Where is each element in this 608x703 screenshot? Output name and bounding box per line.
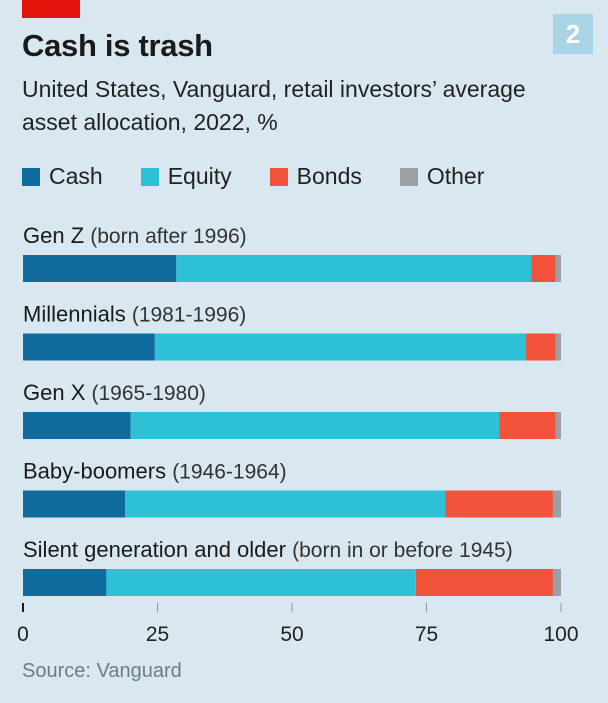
bar-segment-millennials-bonds [526,333,556,361]
bar-segment-gen-z-other [555,255,561,282]
legend-item-bonds: Bonds [269,163,362,190]
category-name-gen-x: Gen X [23,380,91,405]
source-note: Source: Vanguard [22,660,182,682]
category-detail-gen-z: (born after 1996) [90,225,246,248]
bar-segment-silent-generation-and-older-bonds [415,569,553,596]
x-tick-label-100: 100 [543,623,578,646]
x-tick-label-50: 50 [280,623,303,646]
category-label-millennials: Millennials (1981-1996) [23,302,246,327]
legend-item-other: Other [399,163,485,190]
chart-subtitle: United States, Vanguard, retail investor… [22,76,526,135]
legend-label-equity: Equity [167,163,232,189]
category-label-gen-z: Gen Z (born after 1996) [23,223,247,248]
category-detail-silent-generation-and-older: (born in or before 1945) [292,539,513,562]
bar-segment-baby-boomers-cash [23,490,126,518]
bar-segment-gen-x-equity [130,412,500,439]
legend-item-cash: Cash [22,163,103,190]
bar-segment-silent-generation-and-older-other [552,569,561,596]
legend-swatch-equity [140,167,159,186]
chart-number-badge: 2 [553,14,593,54]
legend-label-bonds: Bonds [296,163,362,189]
bar-segment-baby-boomers-bonds [445,490,553,518]
x-tick-label-75: 75 [415,623,438,646]
bar-segment-gen-x-other [555,412,561,439]
category-label-baby-boomers: Baby-boomers (1946-1964) [23,459,287,484]
legend-item-equity: Equity [140,163,232,190]
bar-segment-millennials-equity [154,333,527,361]
category-detail-millennials: (1981-1996) [132,304,246,327]
bar-segment-baby-boomers-other [552,490,561,518]
bar-segment-gen-z-equity [176,255,532,282]
category-name-silent-generation-and-older: Silent generation and older [23,537,292,562]
bar-segment-gen-x-cash [23,412,131,439]
category-name-gen-z: Gen Z [23,223,90,248]
brand-red-tag [22,0,80,18]
category-detail-gen-x: (1965-1980) [91,382,205,405]
x-tick-label-25: 25 [146,623,169,646]
bar-segment-gen-x-bonds [499,412,556,439]
category-name-baby-boomers: Baby-boomers [23,459,172,484]
x-tick-label-0: 0 [17,623,29,646]
bar-segment-baby-boomers-equity [125,490,446,518]
chart-title: Cash is trash [22,28,213,63]
category-name-millennials: Millennials [23,302,132,327]
bar-segment-gen-z-cash [23,255,177,282]
legend-swatch-bonds [269,167,288,186]
bar-segment-millennials-cash [23,333,155,361]
bar-segment-gen-z-bonds [531,255,556,282]
bar-segment-millennials-other [555,333,561,361]
legend-swatch-cash [22,167,40,186]
legend-label-other: Other [426,163,485,189]
bar-segment-silent-generation-and-older-cash [23,569,107,596]
bar-segment-silent-generation-and-older-equity [106,569,416,596]
legend-swatch-other [399,167,418,186]
chart-legend: Cash Equity Bonds Other [22,163,484,190]
legend-label-cash: Cash [49,163,103,189]
category-label-silent-generation-and-older: Silent generation and older (born in or … [23,537,513,562]
category-label-gen-x: Gen X (1965-1980) [23,380,206,405]
category-detail-baby-boomers: (1946-1964) [172,461,286,484]
